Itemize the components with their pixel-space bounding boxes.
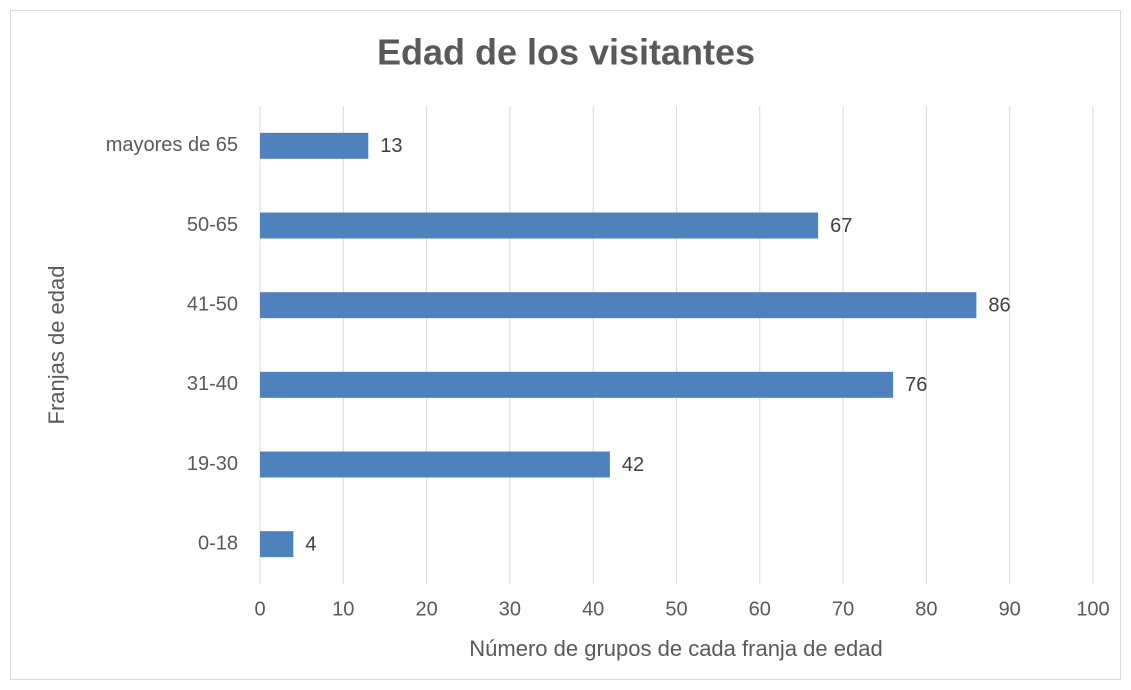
- bar: [260, 132, 369, 159]
- x-tick-label: 10: [332, 598, 354, 620]
- x-tick-label: 90: [999, 598, 1021, 620]
- data-label: 76: [905, 374, 927, 396]
- x-tick-label: 70: [832, 598, 854, 620]
- chart-border: [10, 10, 1121, 680]
- y-tick-label: 31-40: [187, 373, 238, 395]
- data-label: 86: [988, 294, 1010, 316]
- x-tick-label: 20: [415, 598, 437, 620]
- bar: [260, 531, 294, 558]
- x-axis-title: Número de grupos de cada franja de edad: [469, 636, 882, 661]
- y-tick-label: 41-50: [187, 293, 238, 315]
- bar: [260, 451, 610, 478]
- y-tick-label: mayores de 65: [106, 134, 238, 156]
- y-tick-label: 50-65: [187, 214, 238, 236]
- y-tick-label: 19-30: [187, 453, 238, 475]
- x-tick-label: 60: [749, 598, 771, 620]
- data-label: 67: [830, 215, 852, 237]
- x-tick-label: 40: [582, 598, 604, 620]
- x-tick-label: 0: [254, 598, 265, 620]
- data-label: 4: [305, 533, 316, 555]
- bar: [260, 292, 977, 319]
- x-tick-label: 80: [915, 598, 937, 620]
- x-tick-label: 100: [1076, 598, 1109, 620]
- x-tick-label: 50: [665, 598, 687, 620]
- data-label: 42: [622, 454, 644, 476]
- y-tick-label: 0-18: [198, 532, 238, 554]
- data-label: 13: [380, 135, 402, 157]
- bar: [260, 212, 819, 239]
- y-axis-title: Franjas de edad: [44, 266, 69, 425]
- bar: [260, 371, 894, 398]
- x-tick-label: 30: [499, 598, 521, 620]
- chart-title: Edad de los visitantes: [377, 32, 755, 73]
